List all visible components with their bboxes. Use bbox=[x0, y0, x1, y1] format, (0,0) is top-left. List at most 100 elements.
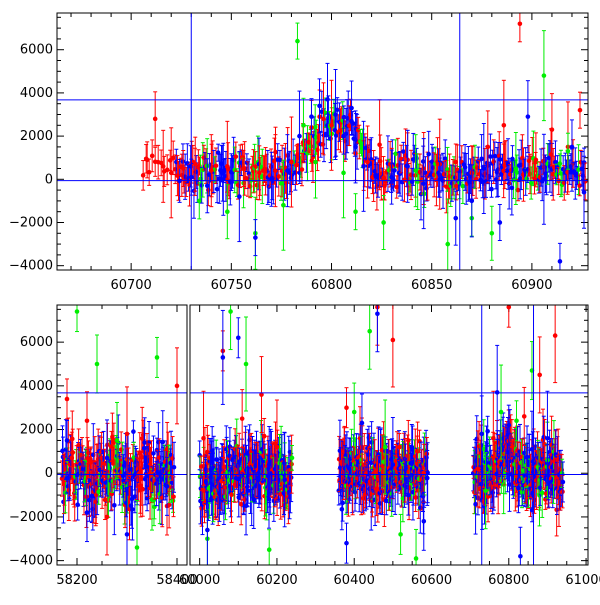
data-point-blue bbox=[443, 140, 448, 178]
data-point-blue-marker bbox=[405, 164, 410, 169]
data-point-red-marker bbox=[254, 183, 259, 188]
data-point-red bbox=[432, 153, 437, 197]
data-point-red-marker bbox=[262, 434, 267, 439]
data-point-red-marker bbox=[165, 168, 170, 173]
data-point-blue-marker bbox=[489, 187, 494, 192]
x-tick-label: 61000 bbox=[565, 573, 600, 588]
data-point-green-marker bbox=[313, 160, 318, 165]
x-tick-label: 60600 bbox=[411, 573, 452, 588]
y-tick-label: 6000 bbox=[20, 335, 53, 350]
data-point-red-marker bbox=[562, 181, 567, 186]
data-point-red-marker bbox=[453, 160, 458, 165]
data-point-green-marker bbox=[281, 203, 286, 208]
data-point-red-marker bbox=[356, 128, 361, 133]
data-point-red bbox=[277, 157, 282, 196]
data-point-red-marker bbox=[300, 167, 305, 172]
data-point-blue-marker bbox=[237, 194, 242, 199]
data-point-blue-marker bbox=[130, 507, 135, 512]
x-tick-label: 60850 bbox=[411, 278, 452, 293]
data-point-red-marker bbox=[241, 166, 246, 171]
data-point-green-marker bbox=[314, 135, 319, 140]
data-point-blue bbox=[253, 220, 258, 256]
data-point-red-marker bbox=[394, 185, 399, 190]
data-point-green bbox=[213, 157, 218, 182]
data-point-blue-marker bbox=[526, 114, 531, 119]
data-point-blue-marker bbox=[297, 134, 302, 139]
y-tick-label: 4000 bbox=[20, 86, 53, 101]
data-point-green-marker bbox=[542, 73, 547, 78]
data-point-blue bbox=[553, 141, 558, 183]
data-point-blue-marker bbox=[493, 154, 498, 159]
data-point-green-marker bbox=[353, 209, 358, 214]
data-point-red-marker bbox=[486, 145, 491, 150]
data-point-red-marker bbox=[409, 173, 414, 178]
data-point-red-marker bbox=[454, 184, 459, 189]
data-point-blue-marker bbox=[151, 451, 156, 456]
data-point-red-marker bbox=[348, 113, 353, 118]
data-point-blue-marker bbox=[482, 166, 487, 171]
data-point-red bbox=[477, 161, 482, 188]
data-point-blue bbox=[498, 204, 503, 240]
data-point-blue-marker bbox=[453, 216, 458, 221]
x-tick-label: 60700 bbox=[110, 278, 151, 293]
data-point-red bbox=[226, 143, 231, 196]
data-point-blue bbox=[231, 137, 236, 183]
data-point-red-marker bbox=[153, 117, 158, 122]
data-point-red-marker bbox=[169, 171, 174, 176]
y-tick-label: 6000 bbox=[20, 43, 53, 58]
data-point-red-marker bbox=[477, 172, 482, 177]
data-point-blue-marker bbox=[519, 163, 524, 168]
data-point-red bbox=[150, 140, 155, 172]
data-point-red-marker bbox=[140, 487, 145, 492]
data-point-blue-marker bbox=[328, 136, 333, 141]
data-point-red-marker bbox=[171, 494, 176, 499]
data-point-blue-marker bbox=[498, 220, 503, 225]
data-point-blue-marker bbox=[361, 164, 366, 169]
x-tick-label: 60200 bbox=[256, 573, 297, 588]
data-point-blue-marker bbox=[582, 190, 587, 195]
data-point-blue-marker bbox=[341, 134, 346, 139]
data-point-red bbox=[483, 149, 488, 199]
data-point-green bbox=[559, 150, 564, 196]
x-tick-label: 60800 bbox=[311, 278, 352, 293]
data-point-red bbox=[168, 150, 173, 170]
data-point-red-marker bbox=[145, 158, 150, 163]
data-point-green bbox=[353, 194, 358, 230]
data-point-blue-marker bbox=[389, 175, 394, 180]
data-point-red-marker bbox=[378, 159, 383, 164]
data-point-green-marker bbox=[308, 144, 313, 149]
data-point-blue-marker bbox=[199, 183, 204, 188]
data-point-red bbox=[396, 138, 401, 192]
data-point-blue-marker bbox=[131, 429, 136, 434]
data-point-blue-marker bbox=[518, 176, 523, 181]
y-tick-label: −2000 bbox=[9, 215, 53, 230]
data-point-green-marker bbox=[566, 149, 571, 154]
data-point-red-marker bbox=[442, 172, 447, 177]
data-point-blue bbox=[333, 70, 338, 160]
data-point-red-marker bbox=[289, 160, 294, 165]
y-tick-label: 2000 bbox=[20, 423, 53, 438]
data-point-red-marker bbox=[541, 159, 546, 164]
data-point-red bbox=[234, 142, 239, 171]
y-tick-label: 0 bbox=[45, 172, 53, 187]
data-point-green-marker bbox=[445, 242, 450, 247]
data-point-red-marker bbox=[277, 174, 282, 179]
data-point-green-marker bbox=[225, 209, 230, 214]
data-point-green-marker bbox=[514, 166, 519, 171]
data-point-blue-marker bbox=[421, 181, 426, 186]
data-point-blue-marker bbox=[488, 154, 493, 159]
data-point-blue-marker bbox=[526, 167, 531, 172]
data-point-red bbox=[541, 148, 546, 174]
data-point-red-marker bbox=[329, 123, 334, 128]
data-point-blue-marker bbox=[245, 160, 250, 165]
data-point-blue-marker bbox=[282, 172, 287, 177]
data-point-blue bbox=[410, 168, 415, 195]
data-point-blue-marker bbox=[498, 157, 503, 162]
data-point-red-marker bbox=[542, 165, 547, 170]
data-point-blue-marker bbox=[353, 145, 358, 150]
data-point-blue-marker bbox=[215, 187, 220, 192]
y-tick-label: −2000 bbox=[9, 510, 53, 525]
data-point-red-marker bbox=[209, 168, 214, 173]
x-tick-label: 60800 bbox=[488, 573, 529, 588]
